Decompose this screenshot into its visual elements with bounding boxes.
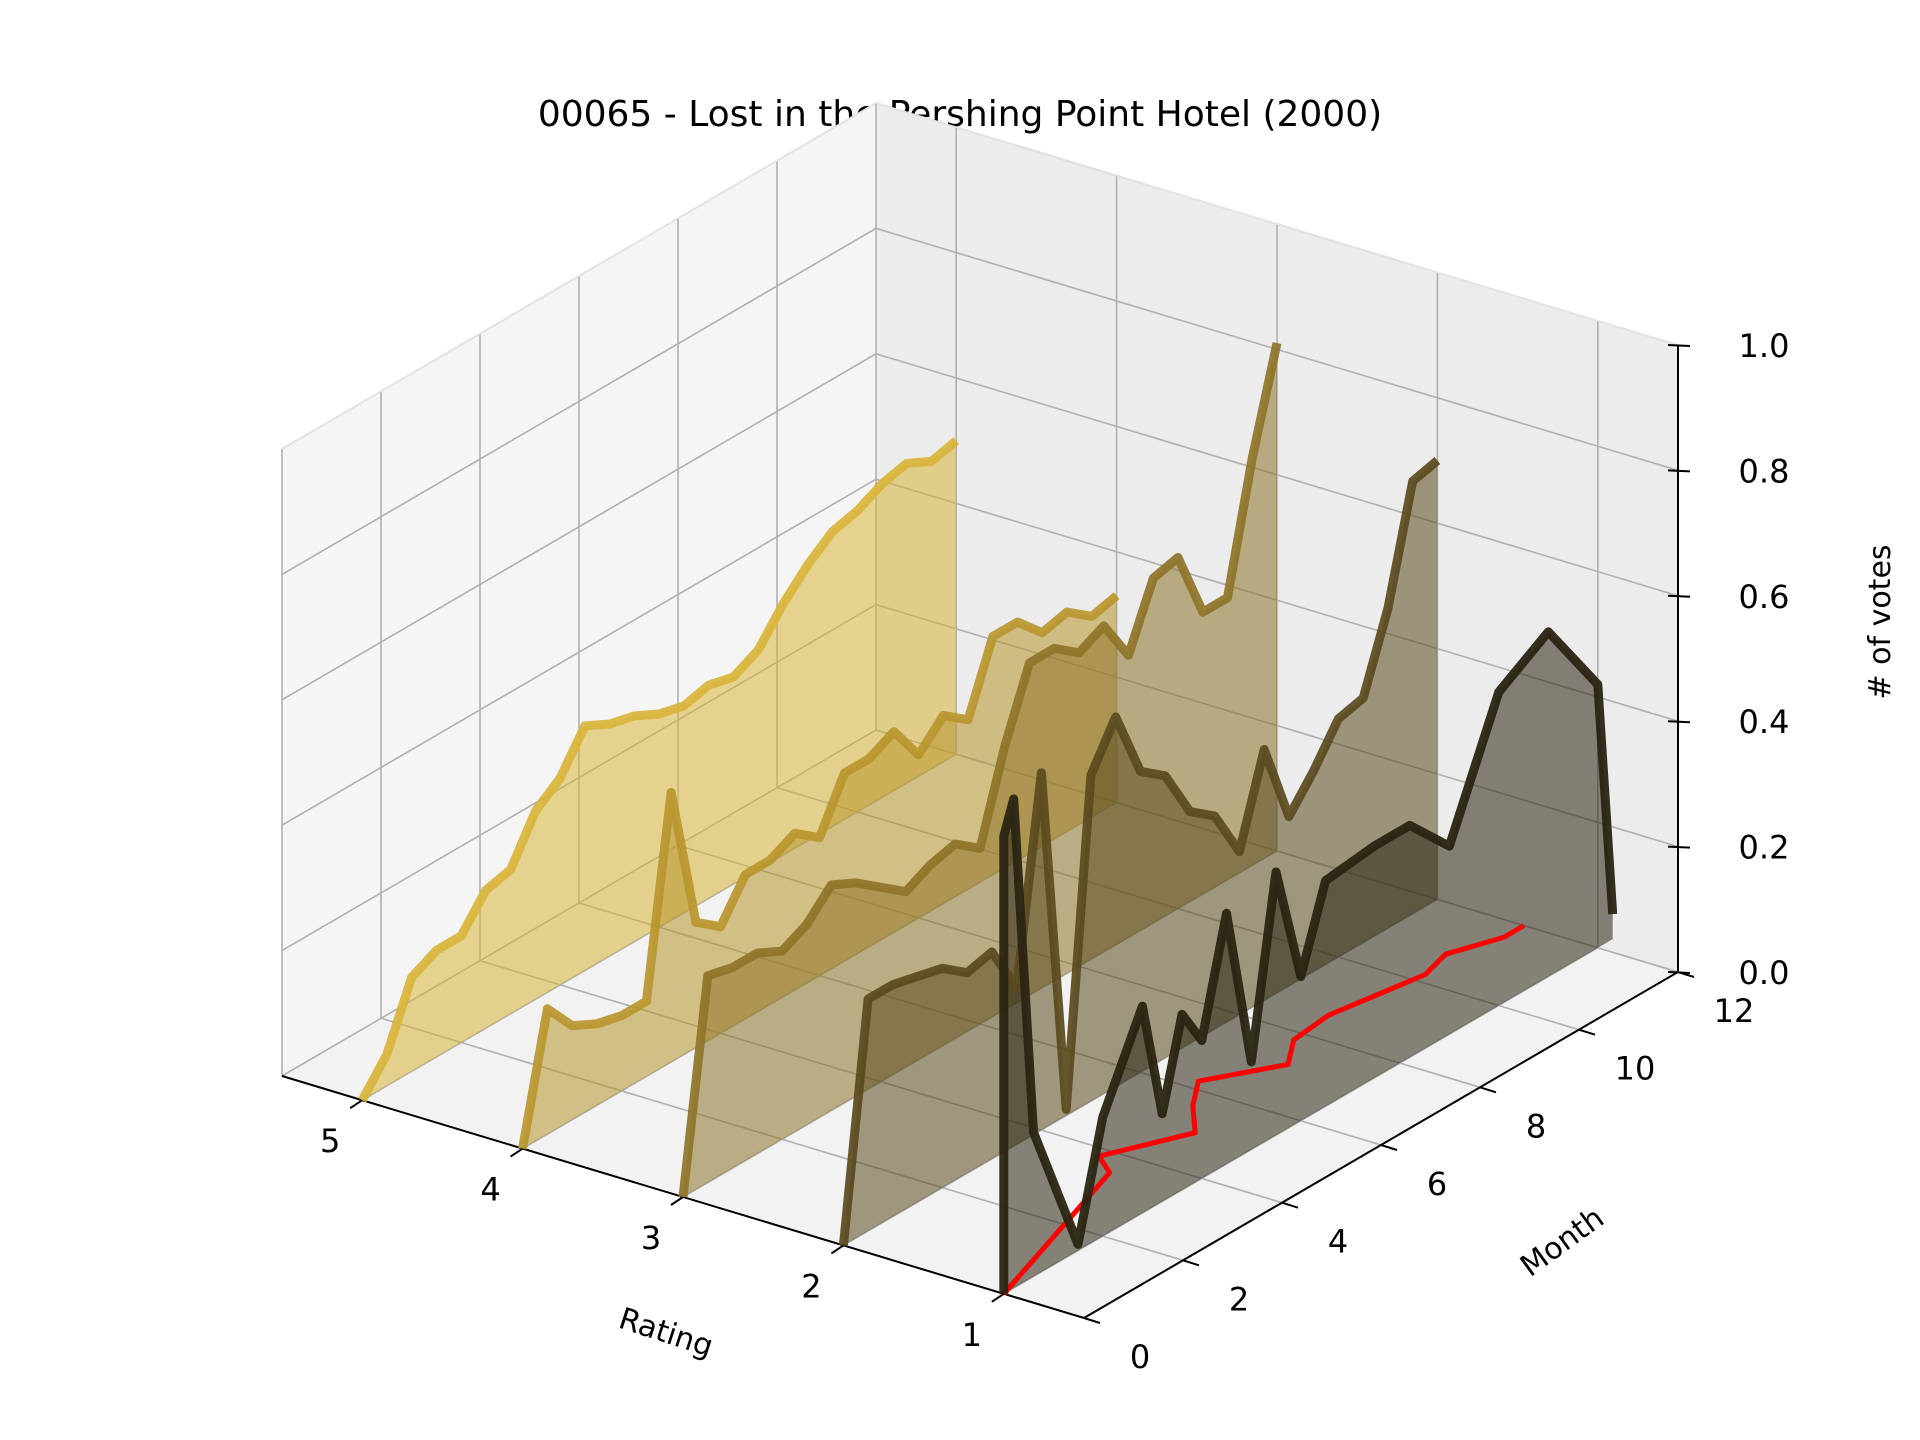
- series-fill-rating-4: [522, 595, 1117, 1149]
- series-line-rating-4: [518, 592, 1120, 1150]
- grid-line-value: [281, 227, 1679, 576]
- x-tick-label: 1: [962, 1316, 982, 1354]
- z-tick: [1667, 971, 1691, 974]
- x-axis-label: Rating: [615, 1301, 718, 1364]
- y-tick: [1281, 1201, 1299, 1209]
- z-tick: [1667, 720, 1691, 724]
- z-tick-label: 0.4: [1739, 703, 1790, 741]
- series-fill-rating-3: [683, 343, 1277, 1198]
- y-axis-label: Month: [1514, 1201, 1611, 1285]
- x-tick-label: 2: [801, 1267, 821, 1305]
- z-tick: [1667, 344, 1691, 347]
- z-tick: [1667, 469, 1691, 473]
- z-tick-label: 1.0: [1739, 327, 1790, 365]
- series-line-rating-3: [678, 342, 1282, 1198]
- series-line-rating-2: [838, 457, 1441, 1246]
- z-tick-label: 0.8: [1739, 452, 1790, 490]
- series-fill-rating-5: [362, 440, 957, 1101]
- x-tick: [510, 1147, 524, 1158]
- x-tick-label: 4: [480, 1171, 500, 1209]
- y-tick: [1083, 1317, 1101, 1324]
- z-axis-label: # of votes: [1863, 544, 1898, 699]
- y-tick: [1182, 1259, 1200, 1267]
- x-tick: [830, 1244, 844, 1255]
- z-tick: [1667, 594, 1691, 598]
- y-tick-label: 4: [1328, 1223, 1348, 1261]
- y-tick-label: 2: [1229, 1280, 1249, 1318]
- y-tick: [1380, 1144, 1398, 1151]
- z-tick-label: 0.2: [1739, 829, 1790, 867]
- pane-edge: [281, 102, 1679, 450]
- series-lines: [358, 342, 1618, 1296]
- x-tick: [670, 1196, 684, 1206]
- x-tick-label: 3: [641, 1219, 661, 1257]
- y-tick-label: 0: [1130, 1338, 1150, 1376]
- y-tick-label: 10: [1615, 1050, 1656, 1088]
- x-tick-label: 5: [320, 1122, 340, 1160]
- y-tick-label: 8: [1526, 1107, 1546, 1145]
- y-tick-label: 12: [1714, 992, 1755, 1030]
- series-line-rating-1: [999, 627, 1618, 1294]
- z-tick: [1667, 845, 1691, 849]
- x-tick: [991, 1292, 1005, 1303]
- series-fill-rating-2: [843, 460, 1438, 1246]
- z-tick-label: 0.6: [1739, 578, 1790, 616]
- y-tick-label: 6: [1427, 1165, 1447, 1203]
- series-line-rating-5: [358, 437, 960, 1103]
- y-tick: [1578, 1028, 1596, 1036]
- x-tick: [349, 1099, 363, 1110]
- z-tick-label: 0.0: [1739, 954, 1790, 992]
- y-tick: [1479, 1086, 1497, 1094]
